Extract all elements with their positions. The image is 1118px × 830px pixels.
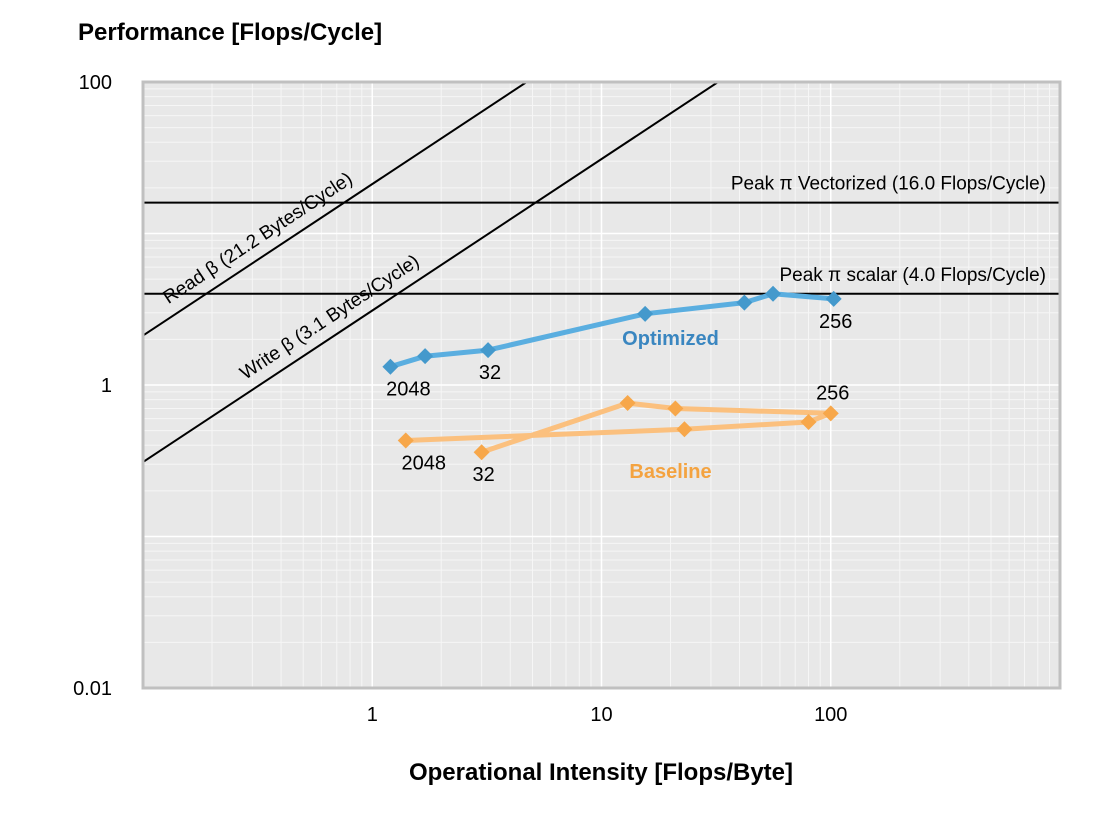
data-point-marker [473, 444, 490, 461]
x-tick-label: 100 [814, 704, 847, 726]
compute-roof-label: Peak π scalar (4.0 Flops/Cycle) [779, 265, 1046, 286]
data-point-label: 2048 [401, 453, 446, 475]
x-tick-label: 1 [367, 704, 378, 726]
plot-frame [141, 80, 1062, 690]
data-point-marker [825, 290, 842, 307]
data-point-label: 32 [473, 464, 495, 486]
data-point-marker [382, 358, 399, 375]
bandwidth-roof-line [143, 82, 720, 463]
data-point-marker [736, 294, 753, 311]
x-axis-title: Operational Intensity [Flops/Byte] [409, 759, 793, 786]
data-point-marker [822, 405, 839, 422]
data-point-label: 256 [819, 311, 852, 333]
data-point-marker [480, 342, 497, 359]
data-point-label: 2048 [386, 379, 431, 401]
data-point-marker [397, 432, 414, 449]
series-baseline: 2048 256 32 Baseline [397, 382, 849, 486]
roof-lines [143, 82, 1060, 463]
data-point-marker [637, 305, 654, 322]
data-point-marker [800, 413, 817, 430]
data-point-marker [765, 285, 782, 302]
compute-roof-label: Peak π Vectorized (16.0 Flops/Cycle) [731, 174, 1046, 195]
y-tick-label: 0.01 [73, 678, 112, 700]
series-optimized: 2048 32 256 Optimized [382, 285, 852, 401]
data-point-label: 32 [479, 362, 501, 384]
series-name-label: Optimized [622, 328, 719, 350]
y-tick-label: 100 [79, 72, 112, 94]
series-name-label: Baseline [629, 461, 711, 483]
y-tick-label: 1 [101, 375, 112, 397]
data-point-label: 256 [816, 382, 849, 404]
data-point-marker [417, 348, 434, 365]
y-axis-title: Performance [Flops/Cycle] [78, 19, 382, 46]
data-point-marker [667, 400, 684, 417]
data-point-marker [619, 395, 636, 412]
bandwidth-roof-line [143, 82, 529, 337]
data-point-marker [676, 421, 693, 438]
x-tick-label: 10 [590, 704, 612, 726]
